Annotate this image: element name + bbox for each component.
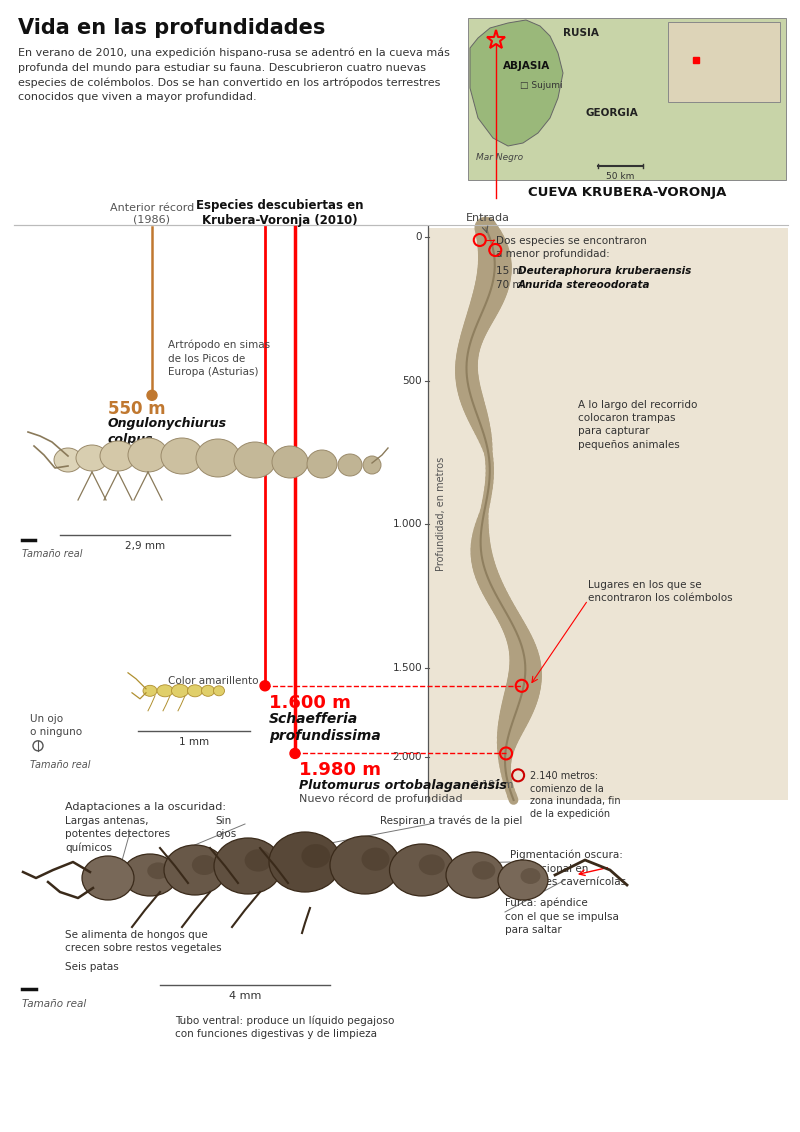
- Text: Adaptaciones a la oscuridad:: Adaptaciones a la oscuridad:: [65, 801, 226, 812]
- Text: Pigmentación oscura:
excepcional en
animales cavernícolas: Pigmentación oscura: excepcional en anim…: [510, 850, 626, 886]
- Text: Furca: apéndice
con el que se impulsa
para saltar: Furca: apéndice con el que se impulsa pa…: [505, 898, 619, 935]
- Text: Anurida stereoodorata: Anurida stereoodorata: [518, 280, 650, 290]
- Text: Nuevo récord de profundidad: Nuevo récord de profundidad: [299, 794, 462, 804]
- Circle shape: [290, 748, 300, 758]
- Text: 2,9 mm: 2,9 mm: [125, 541, 165, 551]
- Bar: [428, 228, 788, 800]
- Ellipse shape: [390, 844, 454, 897]
- Text: A lo largo del recorrido
colocaron trampas
para capturar
pequeños animales: A lo largo del recorrido colocaron tramp…: [578, 400, 698, 449]
- Ellipse shape: [330, 837, 400, 894]
- Text: Tamaño real: Tamaño real: [30, 760, 90, 770]
- Ellipse shape: [196, 439, 240, 477]
- Text: 550 m: 550 m: [108, 401, 166, 419]
- Text: 1.980 m: 1.980 m: [299, 762, 381, 780]
- Text: Plutomurus ortobalaganensis: Plutomurus ortobalaganensis: [299, 780, 507, 792]
- Ellipse shape: [202, 685, 214, 696]
- Ellipse shape: [245, 849, 272, 872]
- Text: Profundidad, en metros: Profundidad, en metros: [436, 457, 446, 572]
- Text: 1.000: 1.000: [393, 518, 422, 529]
- Ellipse shape: [128, 438, 168, 472]
- Text: 2.140 metros:
comienzo de la
zona inundada, fin
de la expedición: 2.140 metros: comienzo de la zona inunda…: [530, 771, 621, 820]
- Polygon shape: [470, 20, 563, 146]
- Text: En verano de 2010, una expedición hispano-rusa se adentró en la cueva más
profun: En verano de 2010, una expedición hispan…: [18, 48, 450, 103]
- Text: 2.191 m: 2.191 m: [473, 780, 514, 790]
- Ellipse shape: [192, 855, 217, 875]
- Text: Tamaño real: Tamaño real: [22, 549, 82, 559]
- Text: 0: 0: [415, 232, 422, 242]
- Ellipse shape: [307, 451, 337, 478]
- Text: 500: 500: [402, 376, 422, 386]
- Text: Se alimenta de hongos que
crecen sobre restos vegetales: Se alimenta de hongos que crecen sobre r…: [65, 931, 222, 953]
- Circle shape: [147, 391, 157, 401]
- Text: Largas antenas,
potentes detectores
químicos: Largas antenas, potentes detectores quím…: [65, 816, 170, 854]
- Text: Respiran a través de la piel: Respiran a través de la piel: [380, 816, 522, 826]
- Ellipse shape: [187, 685, 202, 697]
- Text: Schaefferia
profundissima: Schaefferia profundissima: [269, 712, 381, 743]
- Text: Anterior récord
(1986): Anterior récord (1986): [110, 203, 194, 224]
- Ellipse shape: [76, 445, 108, 471]
- Ellipse shape: [161, 438, 203, 474]
- Text: 50 km: 50 km: [606, 172, 634, 181]
- Text: Deuteraphorura kruberaensis: Deuteraphorura kruberaensis: [518, 266, 691, 276]
- Ellipse shape: [214, 838, 282, 894]
- Text: Especies descubiertas en
Krubera-Voronja (2010): Especies descubiertas en Krubera-Voronja…: [196, 199, 364, 228]
- Ellipse shape: [363, 456, 381, 474]
- Ellipse shape: [164, 844, 226, 895]
- Ellipse shape: [269, 832, 341, 892]
- Text: Color amarillento: Color amarillento: [168, 676, 258, 686]
- Ellipse shape: [82, 856, 134, 900]
- Ellipse shape: [472, 861, 495, 880]
- Ellipse shape: [338, 454, 362, 475]
- Bar: [668, 22, 780, 102]
- Text: Lugares en los que se
encontraron los colémbolos: Lugares en los que se encontraron los co…: [588, 580, 733, 603]
- Text: Tubo ventral: produce un líquido pegajoso
con funciones digestivas y de limpieza: Tubo ventral: produce un líquido pegajos…: [175, 1015, 394, 1039]
- Text: Artrópodo en simas
de los Picos de
Europa (Asturias): Artrópodo en simas de los Picos de Europ…: [168, 340, 270, 377]
- Text: Entrada: Entrada: [466, 213, 510, 223]
- Text: Mar Negro: Mar Negro: [476, 154, 523, 163]
- Ellipse shape: [362, 848, 390, 871]
- Text: RUSIA: RUSIA: [563, 28, 599, 38]
- Ellipse shape: [418, 855, 445, 875]
- Text: GEORGIA: GEORGIA: [586, 108, 638, 118]
- Text: Vida en las profundidades: Vida en las profundidades: [18, 18, 326, 38]
- Text: Seis patas: Seis patas: [65, 962, 118, 972]
- Ellipse shape: [100, 441, 136, 471]
- Text: □ Sujumi: □ Sujumi: [520, 82, 562, 91]
- Text: Dos especies se encontraron
a menor profundidad:: Dos especies se encontraron a menor prof…: [496, 235, 646, 259]
- Text: ABJASIA: ABJASIA: [503, 61, 550, 71]
- Text: 1.500: 1.500: [392, 663, 422, 674]
- Text: 15 m: 15 m: [496, 266, 526, 276]
- Ellipse shape: [54, 448, 82, 472]
- Ellipse shape: [157, 685, 173, 697]
- Text: 70 m: 70 m: [496, 280, 526, 290]
- Text: Ongulonychiurus
colpus: Ongulonychiurus colpus: [108, 418, 227, 446]
- Ellipse shape: [143, 685, 157, 696]
- Text: 4 mm: 4 mm: [229, 990, 261, 1001]
- Text: Tamaño real: Tamaño real: [22, 1000, 86, 1009]
- Text: 2.000: 2.000: [393, 752, 422, 762]
- Text: 1 mm: 1 mm: [179, 737, 209, 747]
- Text: 1.600 m: 1.600 m: [269, 694, 351, 712]
- Ellipse shape: [446, 852, 504, 898]
- Ellipse shape: [171, 685, 189, 697]
- Ellipse shape: [498, 860, 548, 900]
- Ellipse shape: [122, 854, 178, 897]
- Ellipse shape: [214, 686, 225, 696]
- Bar: [468, 18, 786, 180]
- Ellipse shape: [147, 863, 170, 880]
- Circle shape: [260, 680, 270, 691]
- Text: Sin
ojos: Sin ojos: [215, 816, 236, 839]
- Ellipse shape: [234, 441, 276, 478]
- Ellipse shape: [272, 446, 308, 478]
- Ellipse shape: [521, 868, 541, 884]
- Text: Un ojo
o ninguno: Un ojo o ninguno: [30, 714, 82, 737]
- Text: CUEVA KRUBERA-VORONJA: CUEVA KRUBERA-VORONJA: [528, 186, 726, 199]
- Ellipse shape: [302, 844, 330, 868]
